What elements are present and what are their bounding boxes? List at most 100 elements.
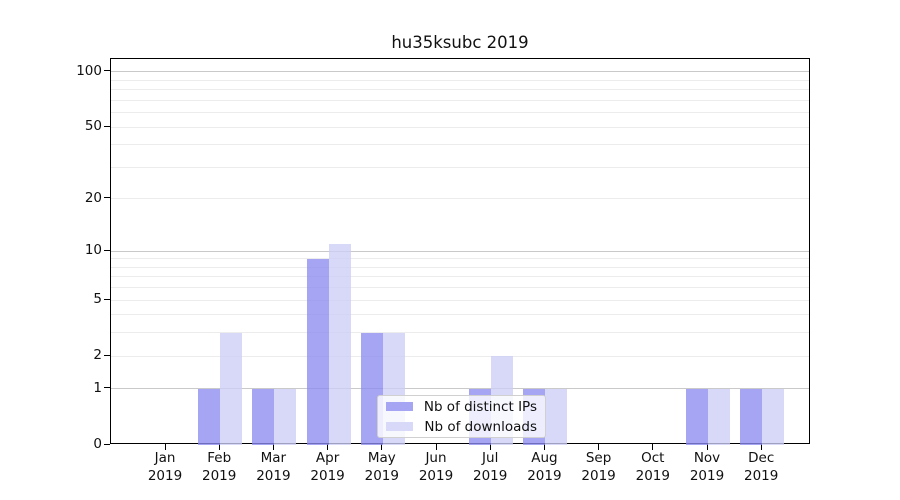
x-tick-label-year: 2019 bbox=[635, 467, 670, 484]
x-tick-label-month: Oct bbox=[641, 450, 665, 466]
legend-entry-downloads: Nb of downloads bbox=[386, 419, 537, 435]
y-tick-mark bbox=[104, 443, 110, 445]
x-tick-label: Apr 2019 bbox=[293, 450, 363, 485]
y-tick-mark bbox=[104, 354, 110, 356]
x-tick-label-year: 2019 bbox=[418, 467, 454, 484]
x-tick-label: Jul 2019 bbox=[455, 450, 525, 485]
plot-area: Nb of distinct IPs Nb of downloads bbox=[110, 58, 810, 445]
legend-label-downloads: Nb of downloads bbox=[424, 418, 537, 435]
y-tick-label: 2 bbox=[93, 347, 102, 364]
x-tick-label-month: Nov bbox=[693, 450, 721, 466]
bar-mar-downloads bbox=[274, 388, 297, 445]
x-tick-label-year: 2019 bbox=[202, 467, 237, 484]
x-tick-mark bbox=[272, 444, 274, 450]
x-tick-label: Oct 2019 bbox=[618, 450, 688, 485]
y-tick-label: 0 bbox=[93, 436, 102, 452]
x-tick-label: Sep 2019 bbox=[564, 450, 634, 485]
gridline-80 bbox=[111, 89, 809, 91]
x-tick-label: Nov 2019 bbox=[672, 450, 742, 485]
gridline-50 bbox=[111, 126, 809, 128]
x-tick-label: Jan 2019 bbox=[130, 450, 200, 485]
legend-entry-distinct-ips: Nb of distinct IPs bbox=[386, 399, 537, 415]
gridline-1 bbox=[111, 388, 809, 390]
x-tick-label-month: Mar bbox=[260, 450, 287, 466]
gridline-70 bbox=[111, 99, 809, 101]
x-tick-label: Mar 2019 bbox=[238, 450, 308, 485]
legend-swatch-distinct-ips-icon bbox=[386, 402, 413, 411]
x-tick-label: Jun 2019 bbox=[401, 450, 471, 485]
x-tick-mark bbox=[218, 444, 220, 450]
bar-nov-downloads bbox=[708, 388, 730, 445]
y-tick-mark bbox=[104, 387, 110, 389]
x-tick-label-month: Jul bbox=[482, 450, 499, 466]
y-tick-label: 50 bbox=[84, 118, 102, 135]
x-tick-mark bbox=[598, 444, 600, 450]
x-tick-label-year: 2019 bbox=[581, 467, 616, 484]
y-tick-mark bbox=[104, 125, 110, 127]
x-tick-label: Dec 2019 bbox=[726, 450, 796, 485]
bar-aug-downloads bbox=[545, 388, 568, 445]
bar-apr-distinct-ips bbox=[306, 258, 329, 445]
x-tick-mark bbox=[706, 444, 708, 450]
x-tick-label-month: May bbox=[367, 450, 396, 466]
chart-title: hu35ksubc 2019 bbox=[391, 33, 529, 52]
x-tick-label-year: 2019 bbox=[256, 467, 291, 484]
x-tick-mark bbox=[543, 444, 545, 450]
x-tick-label-month: Jun bbox=[425, 450, 447, 466]
x-tick-mark bbox=[489, 444, 491, 450]
x-tick-label: Aug 2019 bbox=[509, 450, 579, 485]
y-tick-mark bbox=[104, 298, 110, 300]
y-tick-mark bbox=[104, 249, 110, 251]
y-tick-label: 10 bbox=[84, 242, 102, 259]
bar-apr-downloads bbox=[328, 244, 351, 445]
gridline-9 bbox=[111, 258, 809, 260]
bar-dec-distinct-ips bbox=[740, 388, 763, 445]
x-tick-label-year: 2019 bbox=[527, 467, 562, 484]
y-tick-label: 100 bbox=[76, 62, 102, 79]
legend-swatch-downloads-icon bbox=[386, 422, 413, 431]
gridline-4 bbox=[111, 314, 809, 316]
bar-feb-distinct-ips bbox=[198, 388, 221, 445]
x-tick-label-month: Dec bbox=[748, 450, 775, 466]
y-tick-mark bbox=[104, 197, 110, 199]
x-tick-label-year: 2019 bbox=[689, 467, 725, 484]
x-tick-label: May 2019 bbox=[347, 450, 417, 485]
x-tick-label-month: Jan bbox=[154, 450, 176, 466]
x-tick-label-month: Apr bbox=[315, 450, 340, 466]
x-tick-label-year: 2019 bbox=[310, 467, 345, 484]
gridline-2 bbox=[111, 355, 809, 357]
x-tick-label: Feb 2019 bbox=[184, 450, 254, 485]
gridline-40 bbox=[111, 144, 809, 146]
x-tick-label-year: 2019 bbox=[364, 467, 399, 484]
gridline-7 bbox=[111, 276, 809, 278]
bars-layer bbox=[111, 59, 809, 445]
bar-mar-distinct-ips bbox=[252, 388, 275, 445]
gridline-60 bbox=[111, 112, 809, 114]
gridline-30 bbox=[111, 166, 809, 168]
x-tick-mark bbox=[760, 444, 762, 450]
gridline-20 bbox=[111, 198, 809, 200]
y-tick-label: 1 bbox=[93, 379, 102, 396]
x-tick-mark bbox=[652, 444, 654, 450]
x-tick-label-year: 2019 bbox=[744, 467, 779, 484]
x-tick-label-year: 2019 bbox=[147, 467, 183, 484]
gridline-6 bbox=[111, 287, 809, 289]
gridline-100 bbox=[111, 71, 809, 73]
legend: Nb of distinct IPs Nb of downloads bbox=[377, 395, 546, 438]
x-tick-label-month: Feb bbox=[207, 450, 232, 466]
gridlines bbox=[111, 59, 809, 443]
legend-label-distinct-ips: Nb of distinct IPs bbox=[423, 398, 537, 415]
bar-feb-downloads bbox=[220, 332, 243, 445]
x-tick-mark bbox=[327, 444, 329, 450]
x-tick-label-year: 2019 bbox=[473, 467, 508, 484]
x-tick-mark bbox=[435, 444, 437, 450]
bar-dec-downloads bbox=[762, 388, 785, 445]
x-tick-mark bbox=[381, 444, 383, 450]
gridline-8 bbox=[111, 266, 809, 268]
gridline-90 bbox=[111, 79, 809, 81]
bar-nov-distinct-ips bbox=[686, 388, 708, 445]
y-tick-label: 5 bbox=[93, 291, 102, 308]
x-tick-label-month: Sep bbox=[585, 450, 612, 466]
gridline-5 bbox=[111, 299, 809, 301]
